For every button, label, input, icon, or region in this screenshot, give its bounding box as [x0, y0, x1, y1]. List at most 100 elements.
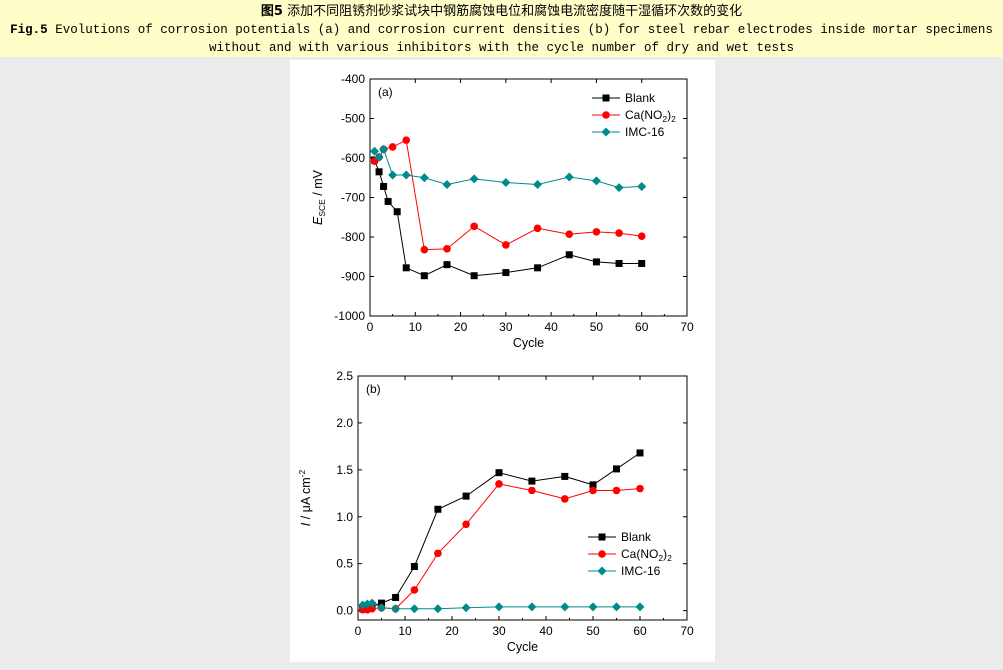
data-point — [443, 245, 451, 253]
data-point — [502, 241, 510, 249]
data-point — [388, 170, 398, 180]
x-tick-label: 60 — [633, 624, 647, 638]
data-point — [420, 245, 429, 254]
data-point — [469, 174, 479, 184]
data-point — [379, 144, 389, 154]
caption-en-text: Evolutions of corrosion potentials (a) a… — [55, 23, 993, 55]
y-tick-label: 1.5 — [336, 463, 353, 477]
series-blank — [359, 449, 644, 613]
data-point — [375, 168, 383, 176]
x-tick-label: 10 — [409, 320, 423, 334]
data-point — [592, 228, 601, 236]
data-point — [635, 602, 645, 612]
series-imc-16 — [358, 598, 645, 614]
x-tick-label: 70 — [680, 320, 694, 334]
data-point — [560, 602, 570, 612]
x-tick-label: 70 — [680, 624, 694, 638]
data-point — [561, 495, 569, 503]
y-tick-label: 1.0 — [336, 510, 353, 524]
plot-frame — [357, 375, 688, 621]
data-point — [378, 599, 385, 607]
figure-caption: 图5 添加不同阻锈剂砂浆试块中钢筋腐蚀电位和腐蚀电流密度随干湿循环次数的变化 F… — [0, 0, 1003, 57]
x-tick-label: 30 — [499, 320, 513, 334]
series-line — [374, 139, 642, 251]
legend-entry: Ca(NO2)2 — [625, 108, 676, 124]
caption-cn-text: 添加不同阻锈剂砂浆试块中钢筋腐蚀电位和腐蚀电流密度随干湿循环次数的变化 — [287, 4, 743, 19]
data-point — [495, 480, 503, 488]
data-point — [615, 259, 623, 267]
caption-en-label: Fig.5 — [10, 23, 48, 37]
data-point — [533, 179, 543, 189]
data-point — [589, 486, 597, 495]
data-point — [393, 208, 401, 216]
y-tick-label: -600 — [341, 151, 365, 165]
data-point — [502, 269, 510, 277]
legend-marker — [598, 533, 606, 541]
series-line — [362, 452, 641, 610]
x-tick-label: 40 — [544, 320, 558, 334]
legend-marker — [597, 566, 607, 576]
data-point — [588, 602, 598, 612]
legend-marker — [602, 94, 610, 102]
data-point — [470, 222, 478, 231]
x-tick-label: 10 — [398, 624, 412, 638]
data-point — [370, 146, 380, 156]
series-imc-16 — [370, 144, 647, 193]
series-line — [362, 483, 641, 611]
data-point — [367, 598, 377, 608]
y-tick-label: 2.5 — [336, 369, 353, 383]
y-tick-label: 0.5 — [336, 557, 353, 571]
data-point — [410, 563, 418, 571]
data-point — [442, 179, 452, 189]
data-point — [443, 261, 451, 269]
data-point — [388, 143, 397, 151]
x-tick-label: 60 — [635, 320, 649, 334]
data-point — [533, 224, 542, 233]
data-point — [612, 486, 621, 495]
caption-cn-label: 图5 — [260, 4, 283, 19]
data-point — [501, 177, 511, 187]
legend-entry: Ca(NO2)2 — [621, 547, 672, 563]
data-point — [613, 465, 620, 473]
chart-a: 0 10 20 30 40 50 60 70 -1000 -900 -800 -700 -600 -500… — [311, 72, 694, 350]
caption-english: Fig.5 Evolutions of corrosion potentials… — [0, 21, 1003, 57]
x-tick-label: 40 — [539, 624, 553, 638]
data-point — [528, 477, 536, 485]
data-point — [384, 197, 392, 205]
y-tick-label: -500 — [341, 112, 365, 126]
series-line — [374, 148, 642, 189]
y-tick-label: 2.0 — [336, 416, 353, 430]
data-point — [638, 259, 646, 267]
legend-entry: Blank — [625, 91, 656, 105]
data-point — [377, 603, 386, 613]
data-point — [461, 603, 471, 613]
data-point — [420, 272, 428, 280]
data-point — [615, 229, 623, 237]
data-point — [358, 600, 368, 610]
legend-marker — [601, 127, 611, 137]
data-point — [380, 182, 388, 190]
data-point — [433, 604, 443, 614]
series-ca-no2-2 — [358, 480, 644, 614]
x-tick-label: 0 — [367, 320, 374, 334]
data-point — [410, 586, 419, 594]
data-point — [592, 258, 600, 266]
y-axis-label: I / μA cm-2 — [297, 470, 313, 527]
legend-marker — [598, 550, 606, 558]
data-point — [636, 484, 644, 493]
y-tick-label: -700 — [341, 191, 365, 205]
data-point — [565, 230, 574, 239]
panel-label: (b) — [366, 382, 381, 396]
y-tick-label: -800 — [341, 230, 365, 244]
y-tick-label: -900 — [341, 270, 365, 284]
legend-entry: IMC-16 — [625, 125, 665, 139]
data-point — [495, 469, 503, 477]
data-point — [561, 472, 569, 480]
figure-svg: 0 10 20 30 40 50 60 70 -1000 -900 -800 -700 -600 -500… — [297, 72, 694, 654]
data-point — [636, 449, 644, 457]
data-point — [402, 136, 411, 145]
data-point — [402, 264, 410, 272]
figure-panel: 0 10 20 30 40 50 60 70 -1000 -900 -800 -700 -600 -500… — [290, 60, 715, 662]
